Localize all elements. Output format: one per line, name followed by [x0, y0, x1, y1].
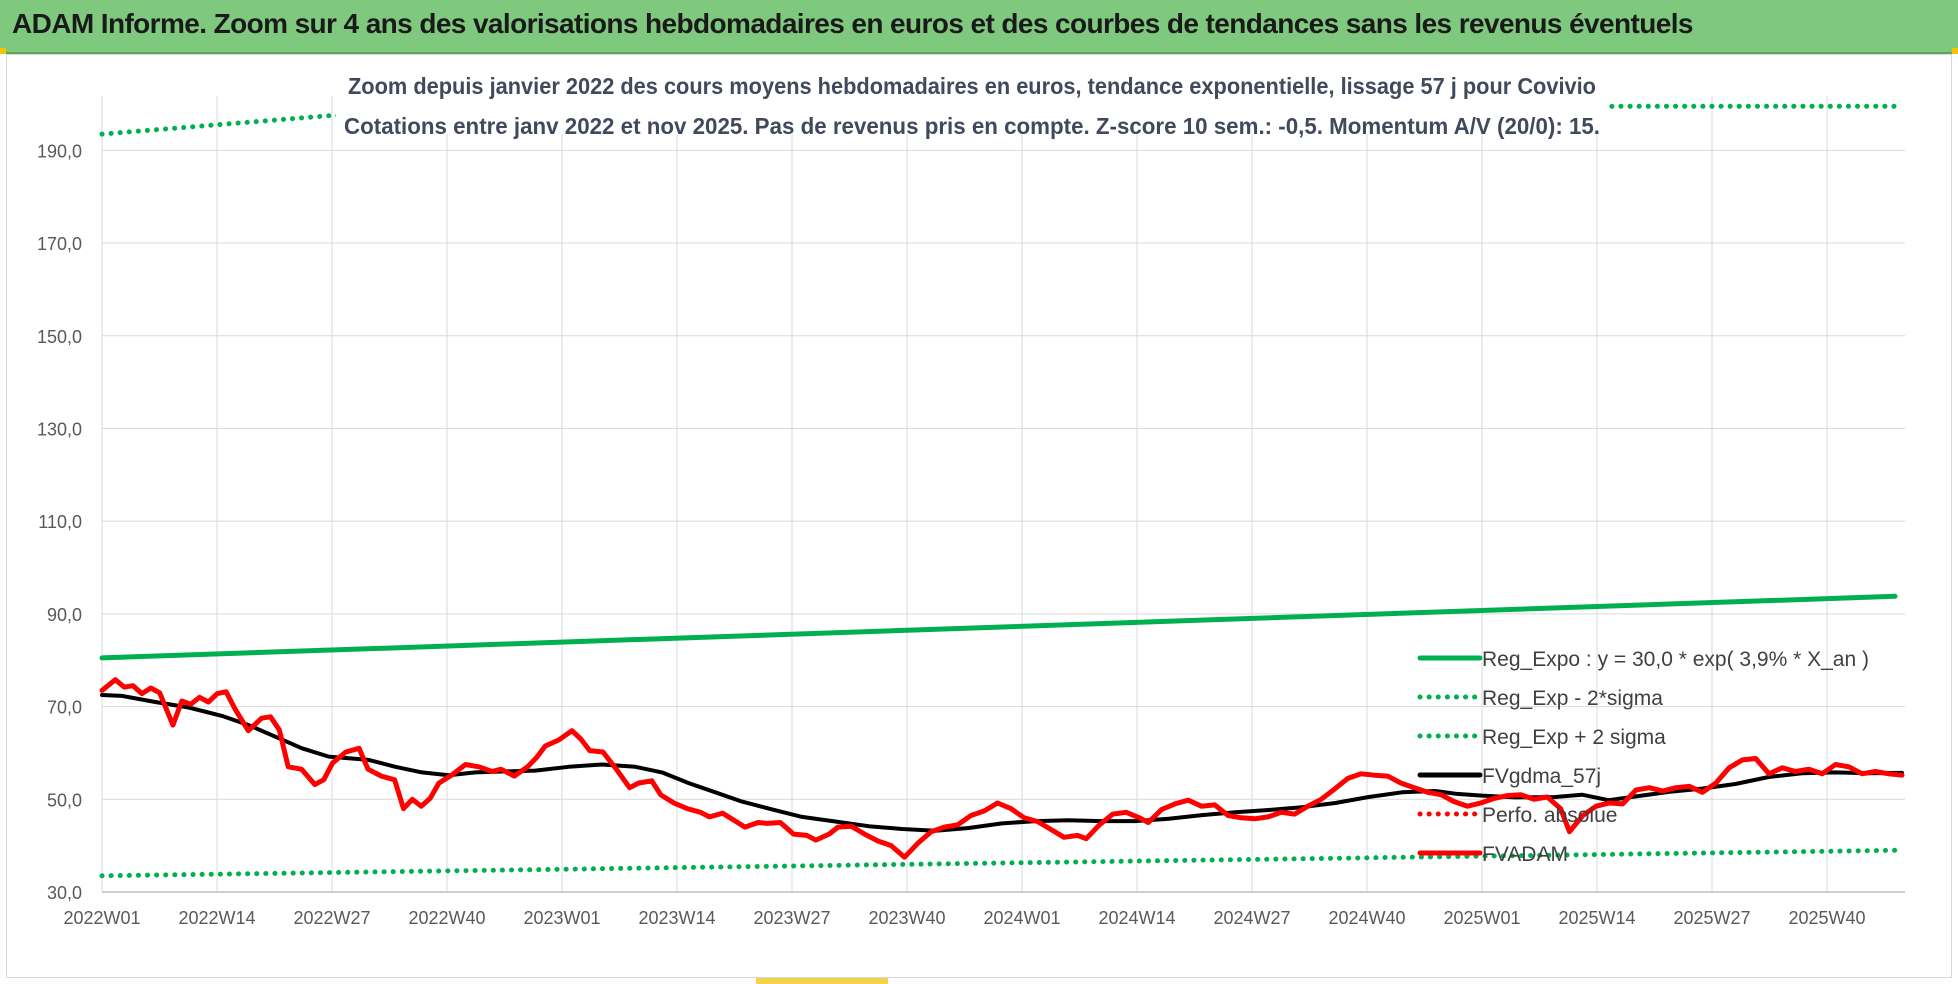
y-tick-label: 150,0 [37, 327, 82, 347]
y-tick-label: 190,0 [37, 141, 82, 161]
x-tick-label: 2024W27 [1213, 908, 1290, 928]
legend-label: Reg_Expo : y = 30,0 * exp( 3,9% * X_an ) [1482, 648, 1869, 671]
legend-label: Reg_Exp + 2 sigma [1482, 726, 1666, 749]
bottom-mark [756, 978, 888, 984]
x-tick-label: 2023W14 [638, 908, 715, 928]
fvadam-line [99, 677, 1905, 860]
banner-title: ADAM Informe. Zoom sur 4 ans des valoris… [12, 8, 1693, 39]
legend-label: FVgdma_57j [1482, 765, 1601, 788]
x-tick-label: 2023W01 [523, 908, 600, 928]
y-tick-label: 170,0 [37, 234, 82, 254]
lower-band-line [99, 847, 1898, 879]
legend-label: FVADAM [1482, 843, 1568, 866]
y-tick-label: 110,0 [38, 512, 82, 532]
x-tick-label: 2025W40 [1788, 908, 1865, 928]
y-tick-label: 90,0 [47, 605, 82, 625]
x-tick-label: 2025W01 [1443, 908, 1520, 928]
legend-label: Perfo. absolue [1482, 804, 1617, 827]
x-tick-label: 2022W14 [178, 908, 255, 928]
x-tick-label: 2022W27 [293, 908, 370, 928]
x-tick-label: 2025W27 [1673, 908, 1750, 928]
corner-mark-top-left [0, 48, 6, 54]
chart-svg: 30,0 50,0 70,0 90,0 110,0 130,0 150,0 170,0 190,… [37, 62, 1905, 928]
regression-line [99, 593, 1898, 661]
title-background [336, 62, 1608, 134]
legend-label: Reg_Exp - 2*sigma [1482, 687, 1663, 710]
x-tick-label: 2024W14 [1098, 908, 1175, 928]
x-tick-label: 2023W27 [753, 908, 830, 928]
x-tick-label: 2022W01 [63, 908, 140, 928]
chart-title: Zoom depuis janvier 2022 des cours moyen… [348, 73, 1596, 99]
chart-frame [6, 54, 1952, 978]
x-tick-label: 2024W01 [983, 908, 1060, 928]
y-tick-label: 130,0 [37, 419, 82, 439]
y-tick-label: 70,0 [47, 698, 82, 718]
x-tick-label: 2025W14 [1558, 908, 1635, 928]
chart-subtitle: Cotations entre janv 2022 et nov 2025. P… [344, 113, 1600, 139]
x-tick-label: 2022W40 [408, 908, 485, 928]
banner: ADAM Informe. Zoom sur 4 ans des valoris… [0, 0, 1958, 54]
moving-average-line [100, 693, 1904, 833]
y-tick-label: 50,0 [47, 790, 82, 810]
x-tick-label: 2024W40 [1328, 908, 1405, 928]
y-tick-label: 30,0 [47, 883, 82, 903]
x-tick-label: 2023W40 [868, 908, 945, 928]
corner-mark-top-right [1952, 48, 1958, 54]
